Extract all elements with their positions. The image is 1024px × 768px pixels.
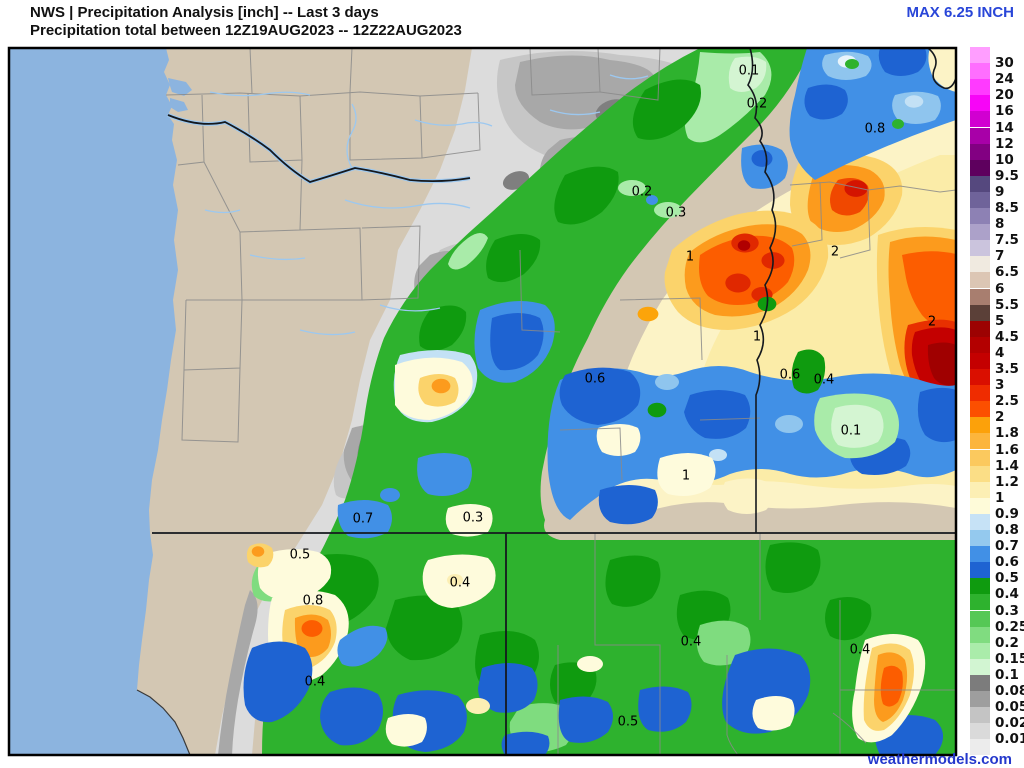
map-border bbox=[7, 46, 958, 757]
contour-label: 1 bbox=[681, 468, 691, 484]
contour-label: 0.4 bbox=[449, 575, 471, 591]
contour-label: 2 bbox=[927, 314, 937, 330]
contour-label: 0.1 bbox=[738, 63, 760, 79]
page-title: NWS | Precipitation Analysis [inch] -- L… bbox=[30, 4, 379, 21]
contour-label: 0.8 bbox=[302, 593, 324, 609]
contour-label: 0.7 bbox=[352, 511, 374, 527]
contour-label: 0.5 bbox=[289, 547, 311, 563]
contour-label: 0.4 bbox=[680, 634, 702, 650]
contour-label: 2 bbox=[830, 244, 840, 260]
page-subtitle: Precipitation total between 12Z19AUG2023… bbox=[30, 22, 462, 39]
contour-label: 1 bbox=[752, 329, 762, 345]
contour-label: 0.4 bbox=[304, 674, 326, 690]
contour-label: 0.6 bbox=[779, 367, 801, 383]
contour-label: 0.1 bbox=[840, 423, 862, 439]
header-bar: NWS | Precipitation Analysis [inch] -- L… bbox=[0, 0, 1024, 47]
contour-label: 0.2 bbox=[631, 184, 653, 200]
contour-label: 0.3 bbox=[462, 510, 484, 526]
watermark: weathermodels.com bbox=[867, 751, 1012, 768]
contour-label: 0.4 bbox=[849, 642, 871, 658]
contour-label: 0.3 bbox=[665, 205, 687, 221]
contour-label: 0.6 bbox=[584, 371, 606, 387]
contour-label: 0.2 bbox=[746, 96, 768, 112]
contour-label: 1 bbox=[685, 249, 695, 265]
max-value-label: MAX 6.25 INCH bbox=[906, 4, 1014, 21]
contour-label: 0.5 bbox=[617, 714, 639, 730]
contour-label: 0.4 bbox=[813, 372, 835, 388]
contour-label: 0.8 bbox=[864, 121, 886, 137]
